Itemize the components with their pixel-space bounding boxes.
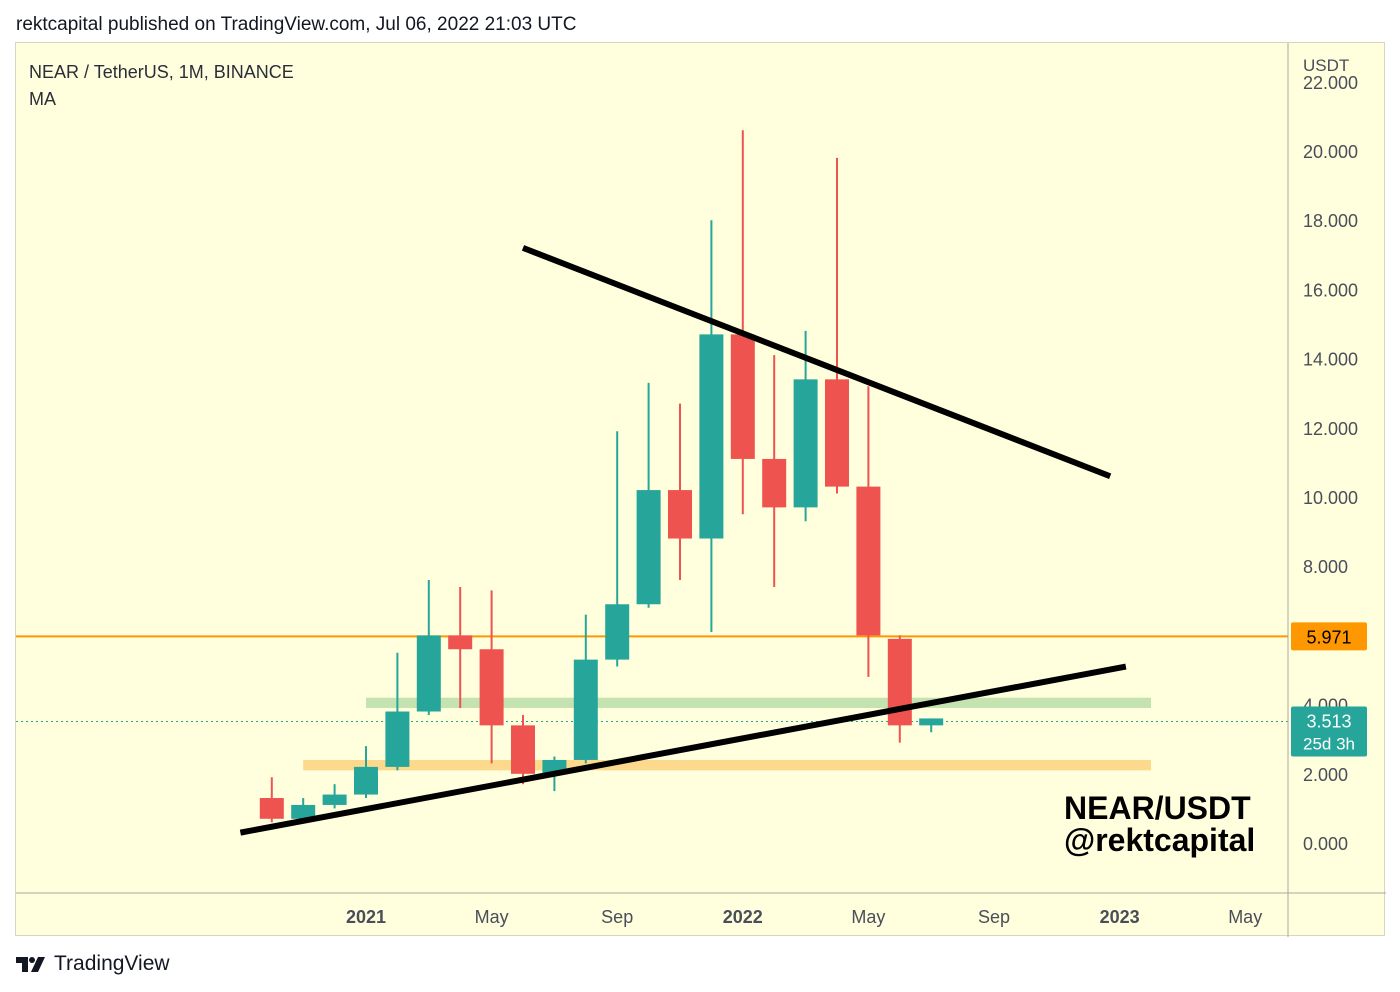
candle-body [291, 804, 316, 819]
price-tick-label: 12.000 [1303, 419, 1358, 439]
candle-body [856, 486, 881, 636]
candle[interactable] [730, 130, 755, 515]
candle[interactable] [919, 718, 944, 733]
time-tick-label: May [475, 907, 509, 927]
current-price-tag-bg [1291, 706, 1367, 757]
published-byline: rektcapital published on TradingView.com… [16, 14, 577, 35]
candle[interactable] [448, 586, 473, 709]
candle[interactable] [793, 330, 818, 522]
candle-body [259, 798, 284, 819]
candle[interactable] [699, 220, 724, 632]
candle[interactable] [856, 386, 881, 677]
candle-body [322, 794, 347, 805]
time-tick-label: May [1228, 907, 1262, 927]
current-price-value: 3.513 [1306, 711, 1351, 731]
candle-body [919, 718, 944, 726]
price-axis-unit: USDT [1303, 56, 1349, 75]
candle-body [668, 490, 692, 539]
ascending-trendline[interactable] [239, 663, 1127, 836]
candle[interactable] [668, 403, 692, 581]
price-tick-label: 18.000 [1303, 211, 1358, 231]
candle-body [730, 334, 755, 459]
orange-price-tag[interactable]: 5.971 [1291, 622, 1367, 651]
orange-price-value: 5.971 [1306, 627, 1351, 647]
candle-body [605, 604, 630, 660]
price-tick-label: 0.000 [1303, 834, 1348, 854]
tradingview-wordmark: TradingView [54, 952, 170, 975]
candle-body [573, 659, 598, 760]
time-tick-label: Sep [601, 907, 633, 927]
candle-body [636, 490, 661, 605]
watermark-author: @rektcapital [1064, 822, 1255, 858]
candle-body [762, 458, 787, 508]
candle-body [385, 711, 410, 767]
time-tick-label: 2022 [723, 907, 763, 927]
watermark-pair: NEAR/USDT [1064, 790, 1251, 826]
candle-body [699, 334, 724, 539]
time-tick-label: Sep [978, 907, 1010, 927]
yellow-support-zone [303, 759, 1151, 771]
price-tick-label: 14.000 [1303, 350, 1358, 370]
candle[interactable] [479, 590, 504, 764]
candle[interactable] [605, 431, 630, 667]
price-tick-label: 20.000 [1303, 142, 1358, 162]
candle-countdown: 25d 3h [1303, 734, 1355, 753]
candle[interactable] [511, 714, 535, 785]
descending-trendline[interactable] [521, 245, 1112, 480]
candle[interactable] [825, 157, 849, 494]
orange-price-tag-bg [1291, 622, 1367, 651]
chart-legend: NEAR / TetherUS, 1M, BINANCE MA [29, 59, 294, 113]
price-tick-label: 16.000 [1303, 280, 1358, 300]
price-tick-label: 8.000 [1303, 557, 1348, 577]
tradingview-logo[interactable]: TradingView [16, 952, 170, 976]
candle[interactable] [636, 382, 661, 608]
candle[interactable] [354, 746, 378, 799]
chart-area[interactable]: 0.000 2.000 4.000 8.000 10.000 12.000 14.000 16… [15, 42, 1386, 937]
candle-body [479, 649, 504, 726]
time-tick-label: 2021 [346, 907, 386, 927]
candle-body [793, 379, 818, 508]
legend-symbol: NEAR / TetherUS, 1M, BINANCE [29, 62, 294, 82]
tradingview-icon [16, 957, 45, 972]
candle[interactable] [322, 784, 347, 809]
green-support-zone [366, 697, 1151, 709]
candle[interactable] [887, 635, 912, 743]
price-tick-label: 10.000 [1303, 488, 1358, 508]
current-price-tag[interactable]: 3.513 25d 3h [1291, 706, 1367, 757]
time-tick-label: 2023 [1100, 907, 1140, 927]
legend-indicator[interactable]: MA [29, 89, 56, 109]
candle[interactable] [416, 580, 441, 715]
candle-body [511, 725, 535, 774]
candle-body [354, 766, 378, 795]
time-tick-label: May [851, 907, 885, 927]
candle[interactable] [259, 777, 284, 823]
candle-body [825, 379, 849, 487]
candlestick-chart[interactable]: 0.0002.0004.0008.00010.00012.00014.00016… [16, 43, 1386, 937]
price-tick-label: 22.000 [1303, 73, 1358, 93]
candle[interactable] [762, 355, 787, 587]
candle[interactable] [385, 652, 410, 771]
candle-body [448, 635, 473, 650]
candle-body [416, 635, 441, 712]
candle[interactable] [573, 614, 598, 764]
price-tick-label: 2.000 [1303, 765, 1348, 785]
